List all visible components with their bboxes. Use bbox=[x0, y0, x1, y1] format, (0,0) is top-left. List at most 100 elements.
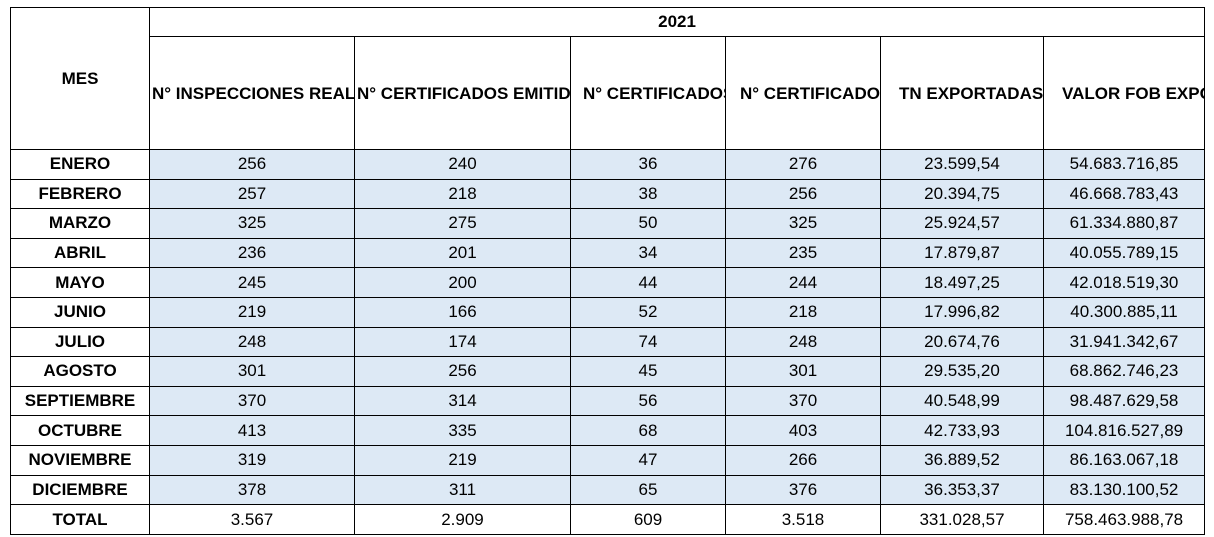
cell-tn-exportadas: 20.394,75 bbox=[880, 178, 1044, 210]
cell-certificados-emitidos: 325 bbox=[725, 208, 881, 239]
cell-certificados-emitidos: 235 bbox=[725, 237, 881, 269]
cell-certificados-emitidos: 244 bbox=[725, 267, 881, 298]
cell-valor-fob: 104.816.527,89 bbox=[1042, 415, 1206, 446]
table-row: OCTUBRE 413 335 68 403 42.733,93 104.816.527,8… bbox=[10, 415, 1206, 446]
cell-tn-exportadas: 17.996,82 bbox=[880, 296, 1044, 328]
month-label: MAYO bbox=[10, 267, 150, 298]
cell-inspecciones: 245 bbox=[149, 267, 355, 298]
cell-tn-exportadas: 29.535,20 bbox=[880, 356, 1044, 387]
month-label: ENERO bbox=[10, 149, 150, 180]
month-label: MARZO bbox=[10, 208, 150, 239]
cell-inspecciones: 301 bbox=[149, 356, 355, 387]
cell-valor-fob: 42.018.519,30 bbox=[1042, 267, 1206, 298]
table-row: JULIO 248 174 74 248 20.674,76 31.941.342,67 bbox=[10, 326, 1206, 358]
cell-certificados-emitidos: 248 bbox=[725, 326, 881, 358]
cell-certificados-ccn51: 56 bbox=[570, 385, 726, 417]
table-row: JUNIO 219 166 52 218 17.996,82 40.300.885,11 bbox=[10, 296, 1206, 328]
month-label: FEBRERO bbox=[10, 178, 150, 210]
table-row: DICIEMBRE 378 311 65 376 36.353,37 83.130.100,… bbox=[10, 474, 1206, 506]
cell-valor-fob: 68.862.746,23 bbox=[1042, 356, 1206, 387]
cell-certificados-ccn51: 47 bbox=[570, 444, 726, 476]
cell-tn-exportadas: 23.599,54 bbox=[880, 149, 1044, 180]
cell-certificados-arriba: 240 bbox=[354, 149, 571, 180]
month-label: JUNIO bbox=[10, 296, 150, 328]
total-certificados-emitidos: 3.518 bbox=[725, 504, 881, 536]
cell-inspecciones: 370 bbox=[149, 385, 355, 417]
total-label: TOTAL bbox=[10, 504, 150, 536]
cell-certificados-arriba: 314 bbox=[354, 385, 571, 417]
year-header: 2021 bbox=[148, 7, 1206, 37]
cell-inspecciones: 256 bbox=[149, 149, 355, 180]
table-row: MAYO 245 200 44 244 18.497,25 42.018.519,30 bbox=[10, 267, 1206, 298]
cell-certificados-arriba: 166 bbox=[354, 296, 571, 328]
col-header-certificados-ccn51: N° CERTIFICADOS EMITIDOS CCN-51 bbox=[570, 36, 726, 150]
cell-certificados-emitidos: 376 bbox=[725, 474, 881, 506]
cell-tn-exportadas: 25.924,57 bbox=[880, 208, 1044, 239]
col-header-certificados-emitidos: N° CERTIFICADOS EMITIDOS bbox=[725, 36, 881, 150]
cell-certificados-emitidos: 301 bbox=[725, 356, 881, 387]
cell-valor-fob: 83.130.100,52 bbox=[1042, 474, 1206, 506]
header-row-columns: N° INSPECCIONES REALIZADAS 2021 N° CERTI… bbox=[11, 36, 1206, 150]
cell-certificados-ccn51: 52 bbox=[570, 296, 726, 328]
cell-inspecciones: 413 bbox=[149, 415, 355, 446]
table-row: ENERO 256 240 36 276 23.599,54 54.683.716,85 bbox=[10, 149, 1206, 180]
cell-certificados-arriba: 275 bbox=[354, 208, 571, 239]
cell-certificados-ccn51: 50 bbox=[570, 208, 726, 239]
total-row: TOTAL 3.567 2.909 609 3.518 331.028,57 758.463… bbox=[10, 504, 1206, 536]
total-tn-exportadas: 331.028,57 bbox=[880, 504, 1044, 536]
cell-valor-fob: 40.300.885,11 bbox=[1042, 296, 1206, 328]
table-body: ENERO 256 240 36 276 23.599,54 54.683.716,85 FE… bbox=[10, 149, 1206, 536]
cell-certificados-emitidos: 256 bbox=[725, 178, 881, 210]
month-column-header: MES bbox=[10, 7, 150, 150]
cell-inspecciones: 319 bbox=[149, 444, 355, 476]
cell-certificados-ccn51: 74 bbox=[570, 326, 726, 358]
table-row: FEBRERO 257 218 38 256 20.394,75 46.668.783,43 bbox=[10, 178, 1206, 210]
cell-certificados-arriba: 200 bbox=[354, 267, 571, 298]
cell-inspecciones: 219 bbox=[149, 296, 355, 328]
cell-inspecciones: 378 bbox=[149, 474, 355, 506]
cell-certificados-emitidos: 266 bbox=[725, 444, 881, 476]
cell-certificados-arriba: 174 bbox=[354, 326, 571, 358]
header-row-year: MES 2021 bbox=[10, 7, 1206, 150]
cell-certificados-ccn51: 38 bbox=[570, 178, 726, 210]
cell-certificados-arriba: 219 bbox=[354, 444, 571, 476]
month-label: ABRIL bbox=[10, 237, 150, 269]
month-label: SEPTIEMBRE bbox=[10, 385, 150, 417]
cell-inspecciones: 257 bbox=[149, 178, 355, 210]
cell-tn-exportadas: 40.548,99 bbox=[880, 385, 1044, 417]
cell-certificados-arriba: 335 bbox=[354, 415, 571, 446]
cell-valor-fob: 31.941.342,67 bbox=[1042, 326, 1206, 358]
cell-tn-exportadas: 20.674,76 bbox=[880, 326, 1044, 358]
cell-certificados-arriba: 256 bbox=[354, 356, 571, 387]
month-label: OCTUBRE bbox=[10, 415, 150, 446]
cell-certificados-arriba: 218 bbox=[354, 178, 571, 210]
table-row: NOVIEMBRE 319 219 47 266 36.889,52 86.163.067,… bbox=[10, 444, 1206, 476]
month-label: NOVIEMBRE bbox=[10, 444, 150, 476]
cell-valor-fob: 86.163.067,18 bbox=[1042, 444, 1206, 476]
cell-inspecciones: 236 bbox=[149, 237, 355, 269]
cell-certificados-ccn51: 68 bbox=[570, 415, 726, 446]
cell-certificados-ccn51: 44 bbox=[570, 267, 726, 298]
month-label: JULIO bbox=[10, 326, 150, 358]
cell-valor-fob: 61.334.880,87 bbox=[1042, 208, 1206, 239]
cell-tn-exportadas: 42.733,93 bbox=[880, 415, 1044, 446]
table-row: AGOSTO 301 256 45 301 29.535,20 68.862.746,23 bbox=[10, 356, 1206, 387]
cell-valor-fob: 98.487.629,58 bbox=[1042, 385, 1206, 417]
cell-certificados-arriba: 201 bbox=[354, 237, 571, 269]
total-certificados-arriba: 2.909 bbox=[354, 504, 571, 536]
cell-inspecciones: 248 bbox=[149, 326, 355, 358]
col-header-tn-exportadas: TN EXPORTADAS 2021 bbox=[880, 36, 1044, 150]
cell-certificados-arriba: 311 bbox=[354, 474, 571, 506]
cell-tn-exportadas: 36.353,37 bbox=[880, 474, 1044, 506]
cell-tn-exportadas: 36.889,52 bbox=[880, 444, 1044, 476]
cell-certificados-emitidos: 370 bbox=[725, 385, 881, 417]
col-header-inspecciones: N° INSPECCIONES REALIZADAS 2021 bbox=[149, 36, 355, 150]
export-report-table: MES 2021 N° INSPECCIONES REALIZADAS 2021… bbox=[10, 7, 1206, 536]
cell-inspecciones: 325 bbox=[149, 208, 355, 239]
month-label: DICIEMBRE bbox=[10, 474, 150, 506]
cell-certificados-emitidos: 276 bbox=[725, 149, 881, 180]
total-valor-fob: 758.463.988,78 bbox=[1042, 504, 1206, 536]
table-row: MARZO 325 275 50 325 25.924,57 61.334.880,87 bbox=[10, 208, 1206, 239]
cell-certificados-ccn51: 34 bbox=[570, 237, 726, 269]
cell-certificados-emitidos: 218 bbox=[725, 296, 881, 328]
